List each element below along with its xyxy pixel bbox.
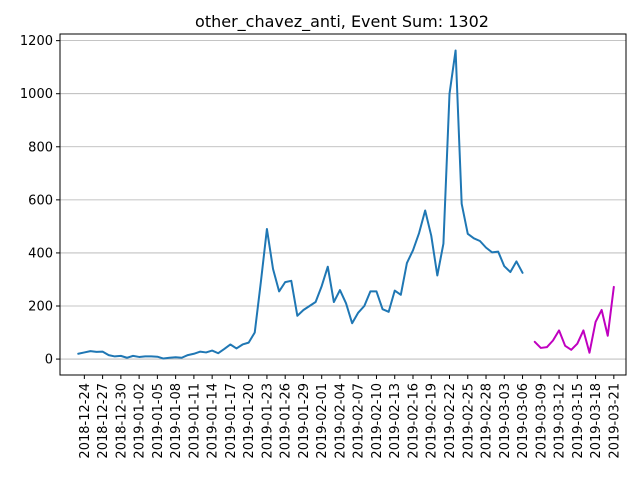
y-tick-label: 200 bbox=[28, 300, 53, 315]
y-tick-label: 400 bbox=[28, 246, 53, 261]
x-tick-label: 2019-03-09 bbox=[534, 383, 549, 459]
series-line-2 bbox=[533, 285, 615, 354]
x-tick-label: 2019-02-04 bbox=[333, 383, 348, 459]
y-tick-label: 0 bbox=[45, 353, 53, 368]
x-tick-label: 2019-01-20 bbox=[242, 383, 257, 459]
x-tick-label: 2019-01-23 bbox=[260, 383, 275, 459]
series-line-1 bbox=[77, 49, 524, 360]
x-tick-label: 2019-03-21 bbox=[607, 383, 622, 459]
x-tick-label: 2019-01-08 bbox=[169, 383, 184, 459]
series-group bbox=[77, 49, 615, 360]
plot-frame bbox=[59, 33, 627, 376]
y-tick-label: 1200 bbox=[20, 34, 53, 49]
gridlines bbox=[60, 40, 626, 360]
x-tick-label: 2019-03-18 bbox=[589, 383, 604, 459]
x-tick-label: 2019-01-11 bbox=[187, 383, 202, 459]
x-tick-label: 2019-03-15 bbox=[571, 383, 586, 459]
x-tick-label: 2019-02-01 bbox=[315, 383, 330, 459]
x-tick-label: 2019-02-10 bbox=[370, 383, 385, 459]
x-tick-label: 2019-02-22 bbox=[443, 383, 458, 459]
x-tick-label: 2019-01-02 bbox=[133, 383, 148, 459]
x-tick-label: 2019-01-14 bbox=[206, 383, 221, 459]
x-tick-label: 2019-02-07 bbox=[352, 383, 367, 459]
x-tick-label: 2019-03-03 bbox=[498, 383, 513, 459]
x-tick-label: 2019-01-17 bbox=[224, 383, 239, 459]
y-tick-label: 800 bbox=[28, 140, 53, 155]
x-tick-label: 2019-02-16 bbox=[406, 383, 421, 459]
x-tick-label: 2018-12-24 bbox=[78, 383, 93, 459]
x-tick-label: 2019-01-05 bbox=[151, 383, 166, 459]
x-tick-label: 2019-02-19 bbox=[425, 383, 440, 459]
x-tick-label: 2019-02-25 bbox=[461, 383, 476, 459]
x-tick-label: 2018-12-30 bbox=[114, 383, 129, 459]
x-tick-label: 2019-01-26 bbox=[279, 383, 294, 459]
x-tick-label: 2019-03-06 bbox=[516, 383, 531, 459]
x-tick-label: 2019-02-28 bbox=[480, 383, 495, 459]
x-tick-label: 2018-12-27 bbox=[96, 383, 111, 459]
x-axis: 2018-12-24 2018-12-27 2018-12-30 2019-01-02… bbox=[78, 375, 622, 459]
x-tick-label: 2019-02-13 bbox=[388, 383, 403, 459]
y-axis: 0 200 400 600 800 1000 1200 bbox=[20, 34, 60, 368]
x-tick-label: 2019-03-12 bbox=[553, 383, 568, 459]
y-tick-label: 1000 bbox=[20, 87, 53, 102]
y-tick-label: 600 bbox=[28, 193, 53, 208]
chart-title: other_chavez_anti, Event Sum: 1302 bbox=[195, 12, 489, 32]
x-tick-label: 2019-01-29 bbox=[297, 383, 312, 459]
